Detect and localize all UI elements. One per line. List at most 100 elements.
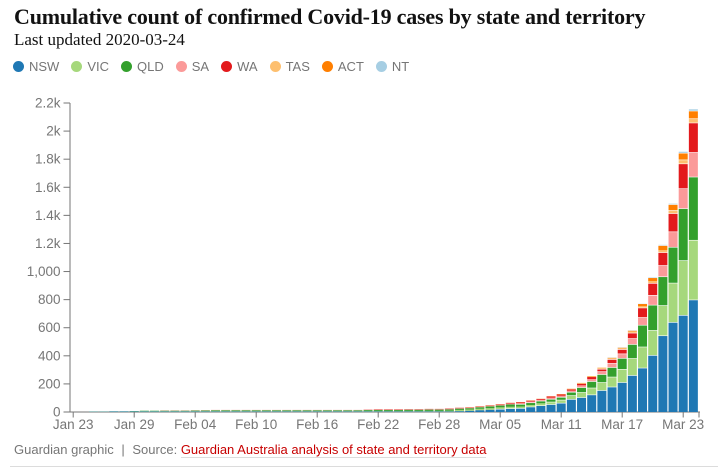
bar-segment-nsw xyxy=(272,411,282,412)
bar-segment-qld xyxy=(536,401,546,404)
bar-segment-vic xyxy=(211,410,221,412)
bar-segment-vic xyxy=(282,410,292,412)
bar-column-feb-20 xyxy=(353,409,363,412)
bar-segment-vic xyxy=(556,400,566,403)
bar-segment-nsw xyxy=(688,300,698,412)
bar-segment-qld xyxy=(638,325,648,347)
legend: NSW VIC QLD SA WA TAS ACT NT xyxy=(13,59,409,74)
bar-segment-sa xyxy=(516,403,526,404)
bar-column-feb-16 xyxy=(312,409,322,412)
x-tick-label: Mar 23 xyxy=(662,417,704,432)
bar-column-feb-22 xyxy=(373,409,383,412)
bar-segment-act xyxy=(617,347,627,349)
bar-segment-nsw xyxy=(261,411,271,412)
bar-segment-vic xyxy=(465,409,475,411)
bar-column-mar-01 xyxy=(455,407,465,412)
bar-segment-nsw xyxy=(485,409,495,412)
bar-segment-vic xyxy=(607,377,617,387)
y-tick-label: 800 xyxy=(38,292,61,307)
bar-segment-nsw xyxy=(465,410,475,412)
bar-segment-nsw xyxy=(292,411,302,412)
bar-segment-qld xyxy=(211,410,221,411)
bar-segment-nsw xyxy=(566,399,576,412)
source-link[interactable]: Guardian Australia analysis of state and… xyxy=(180,442,487,458)
bar-segment-act xyxy=(627,330,637,332)
bar-segment-wa xyxy=(536,398,546,400)
legend-swatch-qld xyxy=(121,61,133,72)
bar-segment-vic xyxy=(343,410,353,412)
bar-segment-vic xyxy=(485,408,495,410)
bar-segment-vic xyxy=(495,407,505,409)
bar-segment-qld xyxy=(302,410,312,411)
bar-segment-nsw xyxy=(221,411,231,412)
bar-segment-sa xyxy=(495,404,505,406)
bar-segment-tas xyxy=(617,348,627,350)
bar-segment-vic xyxy=(160,410,170,412)
x-tick-label: Mar 11 xyxy=(541,417,582,432)
bar-segment-act xyxy=(678,153,688,160)
bar-segment-vic xyxy=(597,382,607,391)
bar-segment-nsw xyxy=(190,411,200,412)
bar-segment-sa xyxy=(475,406,485,408)
y-tick-label: 1,000 xyxy=(27,264,61,279)
bar-column-feb-05 xyxy=(200,410,210,412)
bar-column-feb-11 xyxy=(261,409,271,412)
bar-segment-nsw xyxy=(119,411,129,412)
bar-segment-wa xyxy=(627,333,637,339)
bar-segment-qld xyxy=(272,410,282,411)
bar-segment-tas xyxy=(648,281,658,284)
bar-column-feb-13 xyxy=(282,409,292,412)
bar-segment-wa xyxy=(678,164,688,189)
bar-segment-qld xyxy=(322,410,332,411)
bar-segment-wa xyxy=(668,213,678,232)
bar-segment-sa xyxy=(536,399,546,401)
bar-segment-tas xyxy=(577,383,587,384)
bar-segment-act xyxy=(658,245,668,251)
bar-segment-sa xyxy=(688,152,698,177)
bar-segment-wa xyxy=(638,308,648,318)
legend-label: QLD xyxy=(137,59,164,74)
bar-column-feb-12 xyxy=(272,409,282,412)
x-tick-label: Feb 28 xyxy=(418,417,460,432)
legend-swatch-nsw xyxy=(13,61,24,72)
bar-segment-qld xyxy=(383,409,393,411)
bar-segment-nt xyxy=(678,151,688,153)
bar-segment-qld xyxy=(200,410,210,411)
bar-column-mar-07 xyxy=(516,402,526,412)
bar-segment-qld xyxy=(495,405,505,408)
bar-column-mar-11 xyxy=(556,394,566,412)
bar-column-mar-09 xyxy=(536,398,546,412)
bar-segment-sa xyxy=(546,397,556,399)
bar-segment-nsw xyxy=(333,411,343,412)
x-tick-label: Feb 16 xyxy=(296,417,338,432)
bar-segment-vic xyxy=(261,410,271,412)
x-axis: Jan 23 Jan 29 Feb 04 Feb 10 Feb 16 Feb 22 Feb … xyxy=(53,411,704,432)
x-tick-label: Feb 04 xyxy=(174,417,217,432)
bar-segment-sa xyxy=(658,265,668,277)
bar-segment-vic xyxy=(353,410,363,412)
bar-column-mar-12 xyxy=(566,388,576,412)
bar-segment-wa xyxy=(526,400,536,402)
bar-segment-wa xyxy=(648,283,658,296)
legend-swatch-sa xyxy=(175,61,187,72)
bar-segment-wa xyxy=(516,402,526,404)
bar-segment-sa xyxy=(587,378,597,382)
bar-column-mar-02 xyxy=(465,407,475,412)
bar-segment-nsw xyxy=(180,411,190,412)
bar-segment-sa xyxy=(597,372,607,375)
bar-segment-vic xyxy=(536,403,546,406)
bar-segment-vic xyxy=(546,402,556,405)
bar-column-feb-04 xyxy=(190,410,200,412)
bar-segment-qld xyxy=(658,277,668,306)
bar-segment-nsw xyxy=(648,355,658,412)
bar-column-feb-26 xyxy=(414,409,424,412)
bar-segment-qld xyxy=(333,410,343,411)
bar-column-mar-17 xyxy=(617,347,627,412)
bar-segment-qld xyxy=(343,410,353,411)
legend-item-vic: VIC xyxy=(71,59,109,74)
bar-column-jan-27 xyxy=(109,411,119,412)
bar-segment-nsw xyxy=(678,315,688,412)
bar-segment-vic xyxy=(322,410,332,412)
bar-segment-wa xyxy=(495,404,505,405)
bar-segment-qld xyxy=(251,410,261,411)
